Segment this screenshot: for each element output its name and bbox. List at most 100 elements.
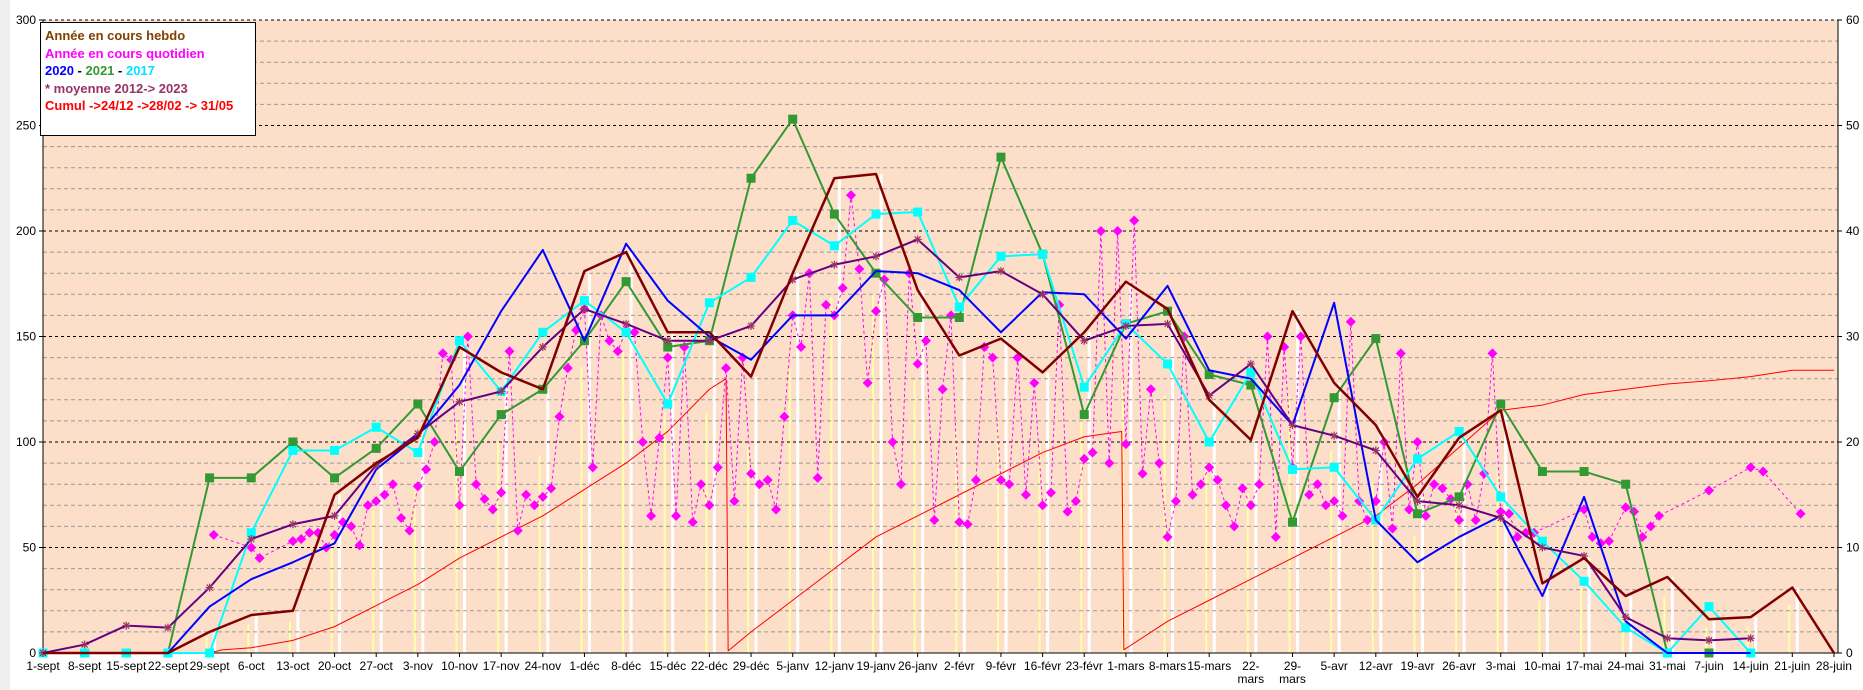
daily-point — [487, 504, 498, 515]
data-point — [829, 209, 839, 219]
daily-point — [729, 496, 740, 507]
daily-point — [1645, 521, 1656, 532]
data-point — [1413, 497, 1422, 506]
data-point — [205, 473, 215, 483]
data-point — [871, 268, 881, 278]
data-point — [1330, 431, 1339, 440]
daily-point — [562, 363, 573, 374]
daily-point — [1129, 215, 1140, 226]
legend-sep: - — [114, 63, 126, 78]
y-tick-label: 200 — [16, 224, 36, 238]
daily-point — [1412, 437, 1423, 447]
daily-point — [1758, 466, 1769, 477]
daily-point — [895, 479, 906, 490]
data-point — [205, 583, 214, 592]
daily-point — [1587, 531, 1598, 542]
data-point — [538, 343, 547, 352]
daily-point — [671, 510, 682, 521]
data-point — [288, 520, 297, 529]
data-point — [1288, 421, 1297, 430]
x-tick-label: 10-nov — [441, 659, 478, 673]
daily-point — [1312, 479, 1323, 490]
daily-point — [721, 363, 732, 374]
data-point — [455, 467, 464, 477]
daily-point — [1237, 483, 1248, 494]
data-point — [205, 648, 215, 658]
daily-point — [987, 352, 998, 363]
y2-tick-label: 0 — [1846, 646, 1853, 660]
sheet-row-header — [0, 0, 10, 690]
data-point — [871, 209, 881, 219]
data-point — [1663, 634, 1672, 643]
data-point — [788, 215, 798, 225]
daily-point — [521, 489, 532, 500]
daily-point — [887, 437, 898, 447]
daily-point — [471, 479, 482, 490]
daily-point — [846, 190, 857, 201]
daily-point — [1404, 504, 1415, 515]
data-point — [1621, 479, 1631, 489]
data-point — [788, 114, 798, 124]
daily-point — [1454, 515, 1465, 526]
daily-point — [1079, 453, 1090, 464]
data-point — [371, 422, 381, 432]
x-tick-label: 24-mai — [1607, 659, 1644, 673]
daily-point — [1512, 531, 1523, 542]
data-point — [1538, 543, 1547, 552]
daily-point — [1062, 506, 1073, 517]
daily-point — [1204, 462, 1215, 473]
data-point — [80, 640, 89, 649]
data-point — [913, 207, 923, 217]
daily-point — [1387, 523, 1398, 534]
data-point — [496, 410, 506, 420]
daily-point — [837, 282, 848, 293]
daily-point — [1229, 521, 1240, 532]
daily-point — [404, 525, 415, 536]
data-point — [1537, 536, 1547, 546]
data-point — [1329, 462, 1339, 472]
daily-point — [1004, 479, 1015, 490]
x-tick-label: 1-sept — [26, 659, 60, 673]
x-tick-label: 26-avr — [1442, 659, 1476, 673]
daily-point — [1195, 479, 1206, 490]
daily-point — [654, 432, 665, 443]
data-point — [1454, 492, 1464, 502]
x-tick-label: 27-oct — [360, 659, 394, 673]
x-tick-label: 13-oct — [276, 659, 310, 673]
data-point — [621, 277, 631, 287]
daily-point — [546, 483, 557, 494]
data-point — [1580, 551, 1589, 560]
daily-point — [1104, 458, 1115, 469]
daily-point — [554, 411, 565, 422]
y-tick-label: 0 — [29, 646, 36, 660]
daily-point — [1345, 316, 1356, 327]
y-tick-label: 100 — [16, 435, 36, 449]
daily-point — [1495, 506, 1506, 517]
data-point — [246, 528, 256, 538]
data-point — [455, 336, 464, 346]
data-point — [1496, 492, 1506, 502]
data-point — [996, 152, 1006, 162]
daily-point — [1504, 508, 1515, 519]
daily-point — [387, 479, 398, 490]
daily-point — [1704, 485, 1714, 496]
daily-point — [812, 472, 823, 483]
daily-point — [412, 481, 423, 492]
data-point — [704, 298, 714, 308]
daily-point — [1604, 536, 1615, 547]
y2-tick-label: 20 — [1846, 435, 1860, 449]
data-point — [538, 327, 548, 337]
daily-point — [529, 500, 540, 511]
data-point — [455, 397, 464, 406]
x-tick-label: 5-janv — [776, 659, 809, 673]
series-line — [43, 172, 1836, 655]
daily-point — [779, 411, 790, 422]
x-tick-label: 8-mars — [1149, 659, 1186, 673]
daily-point — [604, 335, 615, 346]
data-point — [872, 252, 880, 261]
daily-point — [1170, 496, 1181, 507]
data-point — [1412, 454, 1422, 464]
data-point — [913, 235, 922, 244]
legend-2017: 2017 — [125, 63, 155, 78]
daily-point — [854, 263, 865, 274]
